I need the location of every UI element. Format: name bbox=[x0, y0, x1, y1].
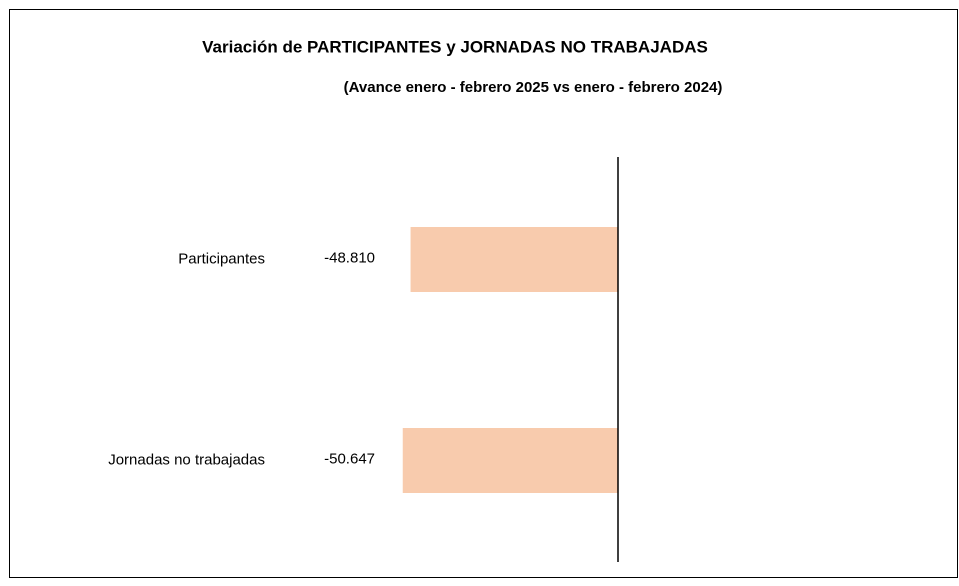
bar bbox=[410, 227, 618, 292]
category-label: Participantes bbox=[178, 250, 265, 267]
value-label: -48.810 bbox=[324, 249, 375, 266]
category-label: Jornadas no trabajadas bbox=[108, 451, 265, 468]
value-label: -50.647 bbox=[324, 450, 375, 467]
bar bbox=[402, 428, 618, 493]
chart-title: Variación de PARTICIPANTES y JORNADAS NO… bbox=[202, 37, 708, 56]
chart-subtitle: (Avance enero - febrero 2025 vs enero - … bbox=[344, 79, 723, 96]
